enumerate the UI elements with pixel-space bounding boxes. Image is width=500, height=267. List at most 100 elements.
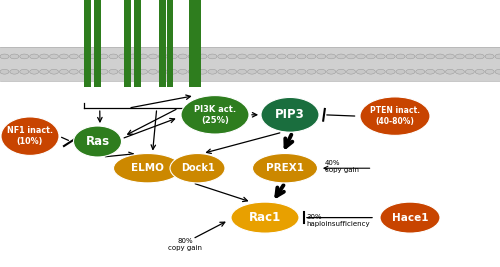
Text: NF1 inact.
(10%): NF1 inact. (10%) <box>7 127 53 146</box>
Circle shape <box>346 54 356 59</box>
Circle shape <box>346 69 356 74</box>
Circle shape <box>178 69 187 74</box>
Circle shape <box>495 54 500 59</box>
Bar <box>167 0 173 87</box>
Circle shape <box>60 69 68 74</box>
Circle shape <box>456 69 464 74</box>
Bar <box>159 0 166 87</box>
Circle shape <box>208 54 217 59</box>
Circle shape <box>317 69 326 74</box>
Circle shape <box>89 54 98 59</box>
Circle shape <box>376 54 385 59</box>
Circle shape <box>396 69 405 74</box>
Circle shape <box>356 69 366 74</box>
Bar <box>134 0 141 87</box>
Circle shape <box>228 54 236 59</box>
Circle shape <box>99 69 108 74</box>
Circle shape <box>99 54 108 59</box>
Circle shape <box>198 54 207 59</box>
Circle shape <box>20 54 29 59</box>
Text: PTEN inact.
(40-80%): PTEN inact. (40-80%) <box>370 107 420 126</box>
Circle shape <box>416 69 425 74</box>
Circle shape <box>89 69 98 74</box>
Circle shape <box>336 54 345 59</box>
Circle shape <box>268 54 276 59</box>
Circle shape <box>258 54 266 59</box>
Circle shape <box>30 54 38 59</box>
Circle shape <box>466 69 474 74</box>
Circle shape <box>10 69 19 74</box>
Circle shape <box>268 69 276 74</box>
Circle shape <box>238 69 246 74</box>
Bar <box>189 0 196 87</box>
Circle shape <box>485 69 494 74</box>
Circle shape <box>128 54 138 59</box>
Circle shape <box>297 69 306 74</box>
Text: PREX1: PREX1 <box>266 163 304 173</box>
Circle shape <box>138 69 147 74</box>
Circle shape <box>50 54 58 59</box>
Circle shape <box>119 69 128 74</box>
Circle shape <box>218 69 227 74</box>
Circle shape <box>466 54 474 59</box>
Circle shape <box>40 54 48 59</box>
Circle shape <box>366 69 376 74</box>
Circle shape <box>79 54 88 59</box>
Circle shape <box>386 54 395 59</box>
Circle shape <box>248 54 256 59</box>
Circle shape <box>138 54 147 59</box>
Circle shape <box>198 69 207 74</box>
Circle shape <box>188 54 197 59</box>
Ellipse shape <box>252 154 318 183</box>
Circle shape <box>307 69 316 74</box>
Circle shape <box>485 54 494 59</box>
Circle shape <box>148 54 158 59</box>
Text: 40%
copy gain: 40% copy gain <box>325 160 359 172</box>
Bar <box>84 0 90 87</box>
Circle shape <box>326 54 336 59</box>
Circle shape <box>20 69 29 74</box>
Circle shape <box>148 69 158 74</box>
Circle shape <box>158 54 168 59</box>
Circle shape <box>436 69 444 74</box>
Circle shape <box>446 69 454 74</box>
Circle shape <box>336 69 345 74</box>
Circle shape <box>406 54 415 59</box>
Circle shape <box>60 54 68 59</box>
Ellipse shape <box>360 97 430 135</box>
Bar <box>194 0 201 87</box>
Circle shape <box>446 54 454 59</box>
Circle shape <box>188 69 197 74</box>
Circle shape <box>158 69 168 74</box>
Bar <box>94 0 101 87</box>
Circle shape <box>218 54 227 59</box>
Circle shape <box>70 69 78 74</box>
Text: PIP3: PIP3 <box>275 108 305 121</box>
Circle shape <box>109 69 118 74</box>
Circle shape <box>356 54 366 59</box>
Circle shape <box>119 54 128 59</box>
Ellipse shape <box>231 202 299 233</box>
Circle shape <box>277 54 286 59</box>
Circle shape <box>168 69 177 74</box>
Circle shape <box>30 69 38 74</box>
Ellipse shape <box>1 117 59 155</box>
Circle shape <box>178 54 187 59</box>
Circle shape <box>396 54 405 59</box>
Ellipse shape <box>170 154 225 183</box>
Circle shape <box>307 54 316 59</box>
Circle shape <box>0 69 9 74</box>
Circle shape <box>416 54 425 59</box>
Text: ELMO: ELMO <box>131 163 164 173</box>
Circle shape <box>297 54 306 59</box>
Circle shape <box>317 54 326 59</box>
Circle shape <box>386 69 395 74</box>
Circle shape <box>208 69 217 74</box>
Text: 80%
copy gain: 80% copy gain <box>168 238 202 251</box>
Text: Ras: Ras <box>86 135 110 148</box>
Circle shape <box>128 69 138 74</box>
Ellipse shape <box>380 202 440 233</box>
Circle shape <box>326 69 336 74</box>
Ellipse shape <box>261 97 319 132</box>
Bar <box>0 47 500 81</box>
